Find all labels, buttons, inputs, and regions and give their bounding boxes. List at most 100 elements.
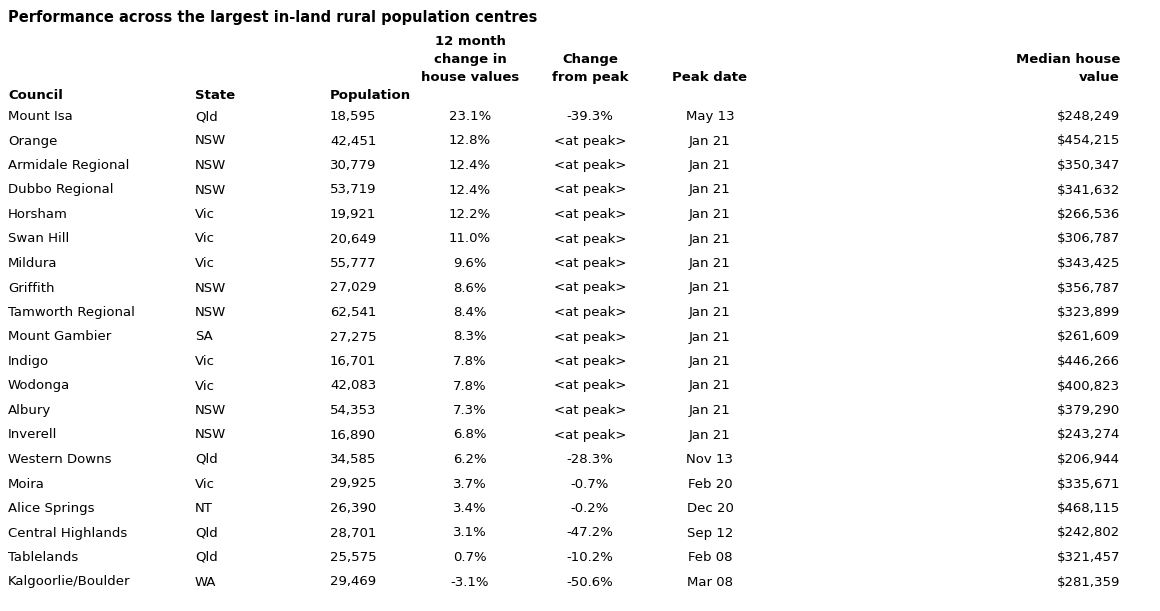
Text: Qld: Qld bbox=[195, 110, 218, 123]
Text: Qld: Qld bbox=[195, 551, 218, 564]
Text: 11.0%: 11.0% bbox=[449, 233, 491, 246]
Text: $335,671: $335,671 bbox=[1057, 478, 1121, 491]
Text: 28,701: 28,701 bbox=[329, 527, 376, 540]
Text: Council: Council bbox=[8, 89, 63, 102]
Text: Median house: Median house bbox=[1016, 53, 1121, 66]
Text: 54,353: 54,353 bbox=[329, 404, 377, 417]
Text: Nov 13: Nov 13 bbox=[687, 453, 733, 466]
Text: $248,249: $248,249 bbox=[1057, 110, 1121, 123]
Text: Jan 21: Jan 21 bbox=[689, 134, 731, 147]
Text: -28.3%: -28.3% bbox=[566, 453, 614, 466]
Text: Jan 21: Jan 21 bbox=[689, 428, 731, 442]
Text: NSW: NSW bbox=[195, 404, 226, 417]
Text: Wodonga: Wodonga bbox=[8, 379, 71, 392]
Text: NSW: NSW bbox=[195, 183, 226, 197]
Text: Jan 21: Jan 21 bbox=[689, 159, 731, 172]
Text: SA: SA bbox=[195, 331, 212, 343]
Text: NT: NT bbox=[195, 502, 213, 515]
Text: Swan Hill: Swan Hill bbox=[8, 233, 70, 246]
Text: from peak: from peak bbox=[552, 71, 629, 84]
Text: $350,347: $350,347 bbox=[1057, 159, 1121, 172]
Text: Jan 21: Jan 21 bbox=[689, 306, 731, 319]
Text: 3.7%: 3.7% bbox=[454, 478, 487, 491]
Text: Change: Change bbox=[563, 53, 618, 66]
Text: Dec 20: Dec 20 bbox=[687, 502, 733, 515]
Text: Moira: Moira bbox=[8, 478, 45, 491]
Text: Tamworth Regional: Tamworth Regional bbox=[8, 306, 135, 319]
Text: Feb 20: Feb 20 bbox=[688, 478, 732, 491]
Text: Dubbo Regional: Dubbo Regional bbox=[8, 183, 114, 197]
Text: <at peak>: <at peak> bbox=[553, 257, 626, 270]
Text: Qld: Qld bbox=[195, 453, 218, 466]
Text: Indigo: Indigo bbox=[8, 355, 49, 368]
Text: Kalgoorlie/Boulder: Kalgoorlie/Boulder bbox=[8, 576, 130, 588]
Text: <at peak>: <at peak> bbox=[553, 282, 626, 295]
Text: $321,457: $321,457 bbox=[1057, 551, 1121, 564]
Text: house values: house values bbox=[421, 71, 520, 84]
Text: $446,266: $446,266 bbox=[1057, 355, 1121, 368]
Text: <at peak>: <at peak> bbox=[553, 183, 626, 197]
Text: NSW: NSW bbox=[195, 159, 226, 172]
Text: Vic: Vic bbox=[195, 208, 215, 221]
Text: -10.2%: -10.2% bbox=[566, 551, 614, 564]
Text: $468,115: $468,115 bbox=[1057, 502, 1121, 515]
Text: $400,823: $400,823 bbox=[1057, 379, 1121, 392]
Text: State: State bbox=[195, 89, 235, 102]
Text: <at peak>: <at peak> bbox=[553, 306, 626, 319]
Text: Sep 12: Sep 12 bbox=[687, 527, 733, 540]
Text: 16,890: 16,890 bbox=[329, 428, 376, 442]
Text: Western Downs: Western Downs bbox=[8, 453, 111, 466]
Text: $379,290: $379,290 bbox=[1057, 404, 1121, 417]
Text: Horsham: Horsham bbox=[8, 208, 68, 221]
Text: $356,787: $356,787 bbox=[1057, 282, 1121, 295]
Text: 16,701: 16,701 bbox=[329, 355, 376, 368]
Text: Mildura: Mildura bbox=[8, 257, 58, 270]
Text: 12 month: 12 month bbox=[435, 35, 506, 48]
Text: <at peak>: <at peak> bbox=[553, 428, 626, 442]
Text: 8.6%: 8.6% bbox=[454, 282, 487, 295]
Text: 27,029: 27,029 bbox=[329, 282, 376, 295]
Text: 26,390: 26,390 bbox=[329, 502, 376, 515]
Text: Jan 21: Jan 21 bbox=[689, 183, 731, 197]
Text: Orange: Orange bbox=[8, 134, 57, 147]
Text: Jan 21: Jan 21 bbox=[689, 404, 731, 417]
Text: Jan 21: Jan 21 bbox=[689, 208, 731, 221]
Text: change in: change in bbox=[434, 53, 507, 66]
Text: Jan 21: Jan 21 bbox=[689, 355, 731, 368]
Text: 3.4%: 3.4% bbox=[454, 502, 487, 515]
Text: $343,425: $343,425 bbox=[1057, 257, 1121, 270]
Text: 29,925: 29,925 bbox=[329, 478, 376, 491]
Text: 12.8%: 12.8% bbox=[449, 134, 491, 147]
Text: $206,944: $206,944 bbox=[1057, 453, 1121, 466]
Text: 42,083: 42,083 bbox=[329, 379, 376, 392]
Text: 20,649: 20,649 bbox=[329, 233, 376, 246]
Text: 7.8%: 7.8% bbox=[454, 379, 487, 392]
Text: $341,632: $341,632 bbox=[1057, 183, 1121, 197]
Text: Inverell: Inverell bbox=[8, 428, 57, 442]
Text: 7.3%: 7.3% bbox=[454, 404, 487, 417]
Text: Jan 21: Jan 21 bbox=[689, 379, 731, 392]
Text: <at peak>: <at peak> bbox=[553, 379, 626, 392]
Text: Central Highlands: Central Highlands bbox=[8, 527, 128, 540]
Text: May 13: May 13 bbox=[686, 110, 734, 123]
Text: 55,777: 55,777 bbox=[329, 257, 377, 270]
Text: 9.6%: 9.6% bbox=[454, 257, 487, 270]
Text: Vic: Vic bbox=[195, 355, 215, 368]
Text: $266,536: $266,536 bbox=[1057, 208, 1121, 221]
Text: Armidale Regional: Armidale Regional bbox=[8, 159, 130, 172]
Text: Peak date: Peak date bbox=[673, 71, 747, 84]
Text: NSW: NSW bbox=[195, 306, 226, 319]
Text: Population: Population bbox=[329, 89, 411, 102]
Text: Vic: Vic bbox=[195, 478, 215, 491]
Text: NSW: NSW bbox=[195, 428, 226, 442]
Text: $261,609: $261,609 bbox=[1057, 331, 1121, 343]
Text: -47.2%: -47.2% bbox=[566, 527, 614, 540]
Text: -0.2%: -0.2% bbox=[571, 502, 609, 515]
Text: 6.8%: 6.8% bbox=[454, 428, 487, 442]
Text: Tablelands: Tablelands bbox=[8, 551, 78, 564]
Text: 29,469: 29,469 bbox=[329, 576, 376, 588]
Text: Albury: Albury bbox=[8, 404, 51, 417]
Text: <at peak>: <at peak> bbox=[553, 233, 626, 246]
Text: $306,787: $306,787 bbox=[1057, 233, 1121, 246]
Text: -39.3%: -39.3% bbox=[566, 110, 614, 123]
